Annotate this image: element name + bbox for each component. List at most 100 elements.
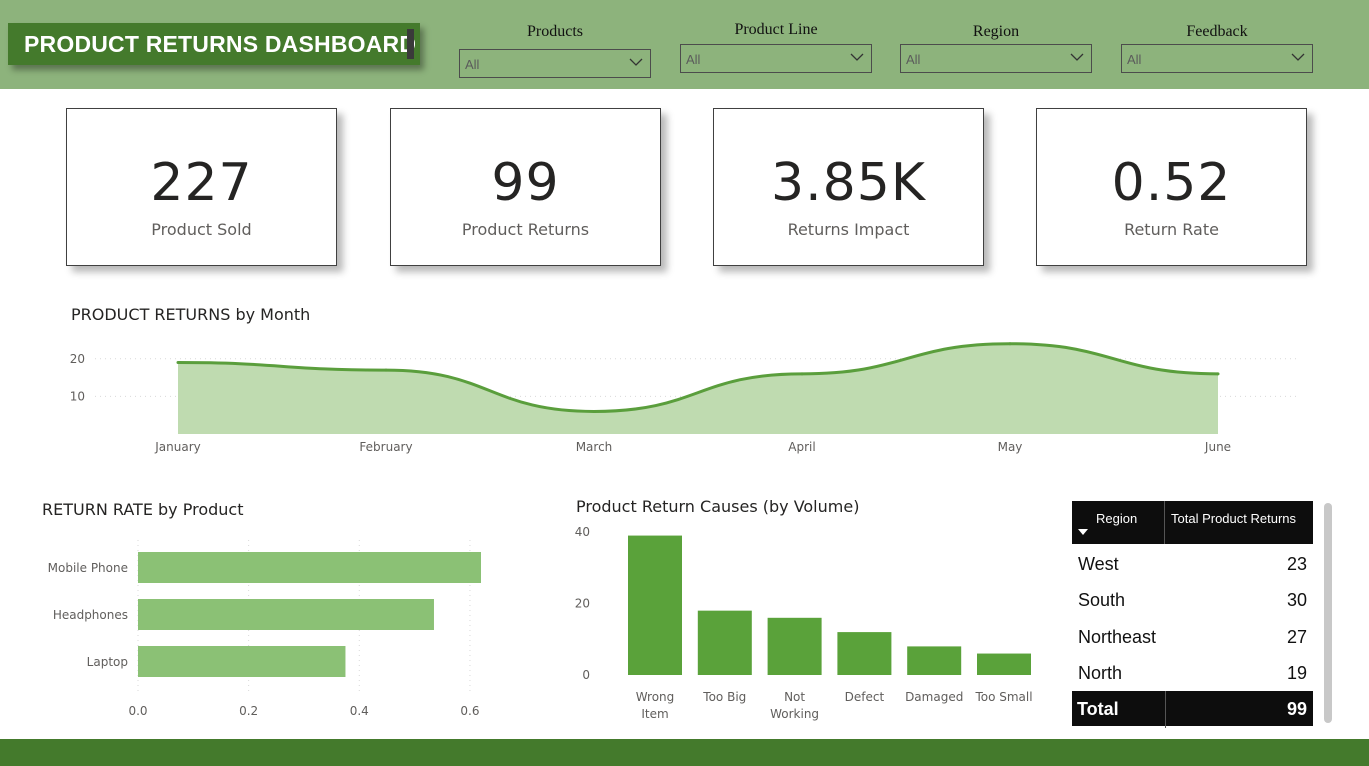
region-cell: West (1078, 554, 1119, 574)
column-header-label: Region (1096, 511, 1138, 526)
table-row[interactable]: Northeast 27 (1072, 619, 1313, 655)
bar (837, 632, 892, 675)
y-tick-label: 0 (582, 668, 590, 682)
column-header-total-returns[interactable]: Total Product Returns (1171, 511, 1297, 526)
series-line (177, 342, 1219, 413)
area-chart-title: PRODUCT RETURNS by Month (71, 305, 311, 324)
slicer-product-line: Product Line All (680, 20, 872, 73)
x-tick-label: Wrong (636, 690, 675, 704)
chevron-down-icon (1070, 53, 1084, 61)
y-tick-label: Laptop (87, 655, 128, 669)
bar (138, 599, 434, 630)
kpi-card-return-rate[interactable]: 0.52 Return Rate (1036, 108, 1307, 266)
region-cell: South (1078, 590, 1126, 610)
product-line-dropdown[interactable]: All (680, 44, 872, 73)
x-tick-label: 0.4 (350, 704, 369, 718)
x-tick-label: 0.0 (128, 704, 147, 718)
bar (628, 535, 682, 675)
slicer-value: All (465, 57, 480, 72)
bar (977, 653, 1031, 675)
data-point (592, 409, 596, 413)
kpi-label: Product Returns (461, 220, 590, 239)
bar (138, 646, 346, 677)
slicer-products: Products All (459, 22, 651, 78)
column-header-region[interactable]: Region (1072, 501, 1165, 544)
header-bar: PRODUCT RETURNS DASHBOARD Products All P… (0, 0, 1369, 89)
table-header: Region Total Product Returns (1072, 501, 1313, 544)
bar (907, 646, 962, 675)
x-tick-label: Defect (845, 690, 885, 704)
bar (767, 617, 822, 675)
slicer-label: Product Line (734, 21, 818, 38)
slicer-value: All (686, 52, 701, 67)
data-point (176, 361, 180, 365)
x-tick-label: Too Big (702, 690, 746, 704)
x-tick-label: Too Small (974, 690, 1032, 704)
y-tick-label: Mobile Phone (48, 561, 128, 575)
x-tick-label: Working (770, 707, 819, 721)
chevron-down-icon (1291, 53, 1305, 61)
bar (697, 610, 752, 675)
kpi-label: Returns Impact (787, 220, 910, 239)
table-row[interactable]: North 19 (1072, 655, 1313, 691)
chevron-down-icon (850, 53, 864, 61)
data-point (1008, 342, 1012, 346)
bar (138, 552, 481, 583)
x-tick-label: Not (784, 690, 805, 704)
region-cell: Northeast (1078, 627, 1157, 647)
x-tick-label: 0.2 (239, 704, 258, 718)
column-divider (1165, 691, 1166, 728)
y-tick-label: 20 (575, 597, 590, 611)
area-fill (178, 343, 1218, 434)
x-tick-label: June (1204, 440, 1231, 454)
data-point (1216, 372, 1220, 376)
total-value: 99 (1286, 699, 1307, 719)
y-tick-label: Headphones (53, 608, 128, 622)
y-tick-label: 20 (70, 352, 85, 366)
kpi-value: 227 (150, 153, 253, 213)
kpi-label: Return Rate (1124, 220, 1219, 239)
returns-cell: 27 (1286, 627, 1307, 647)
hbar-chart-title: RETURN RATE by Product (42, 500, 244, 519)
slicer-region: Region All (900, 22, 1092, 73)
x-tick-label: January (154, 440, 201, 454)
total-label: Total (1077, 699, 1119, 719)
products-dropdown[interactable]: All (459, 49, 651, 78)
kpi-card-returns-impact[interactable]: 3.85K Returns Impact (713, 108, 984, 266)
return-causes-chart[interactable]: 0 20 40 Wrong Item Too Big Not Working Defect Dam… (560, 520, 1060, 730)
kpi-value: 99 (491, 153, 560, 213)
return-rate-by-product-chart[interactable]: 0.0 0.2 0.4 0.6 Mobile Phone Headphones Laptop (0, 530, 520, 730)
x-tick-label: Item (641, 707, 668, 721)
table-row[interactable]: West 23 (1072, 546, 1313, 582)
dashboard-title-box: PRODUCT RETURNS DASHBOARD (8, 23, 420, 65)
data-point (800, 372, 804, 376)
y-tick-label: 40 (575, 525, 590, 539)
region-dropdown[interactable]: All (900, 44, 1092, 73)
slicer-label: Region (972, 23, 1020, 40)
returns-by-month-chart[interactable]: 10 20 January February March April May June (0, 330, 1369, 465)
dashboard-title: PRODUCT RETURNS DASHBOARD (24, 31, 417, 57)
title-accent-bar (407, 29, 414, 59)
slicer-value: All (1127, 52, 1142, 67)
kpi-card-product-returns[interactable]: 99 Product Returns (390, 108, 661, 266)
x-tick-label: 0.6 (460, 704, 479, 718)
slicer-value: All (906, 52, 921, 67)
x-tick-label: May (998, 440, 1023, 454)
table-scrollbar[interactable] (1324, 503, 1332, 723)
table-row[interactable]: South 30 (1072, 582, 1313, 618)
kpi-value: 3.85K (771, 153, 926, 213)
x-tick-label: February (359, 440, 412, 454)
returns-cell: 19 (1286, 663, 1307, 683)
x-tick-label: Damaged (905, 690, 963, 704)
returns-cell: 30 (1286, 590, 1307, 610)
data-point (384, 368, 388, 372)
kpi-value: 0.52 (1111, 153, 1232, 213)
slicer-label: Products (527, 23, 583, 40)
sort-desc-icon[interactable] (1078, 529, 1088, 535)
region-cell: North (1078, 663, 1123, 683)
kpi-card-product-sold[interactable]: 227 Product Sold (66, 108, 337, 266)
slicer-label: Feedback (1186, 23, 1248, 40)
x-tick-label: April (788, 440, 815, 454)
x-tick-label: March (576, 440, 613, 454)
feedback-dropdown[interactable]: All (1121, 44, 1313, 73)
